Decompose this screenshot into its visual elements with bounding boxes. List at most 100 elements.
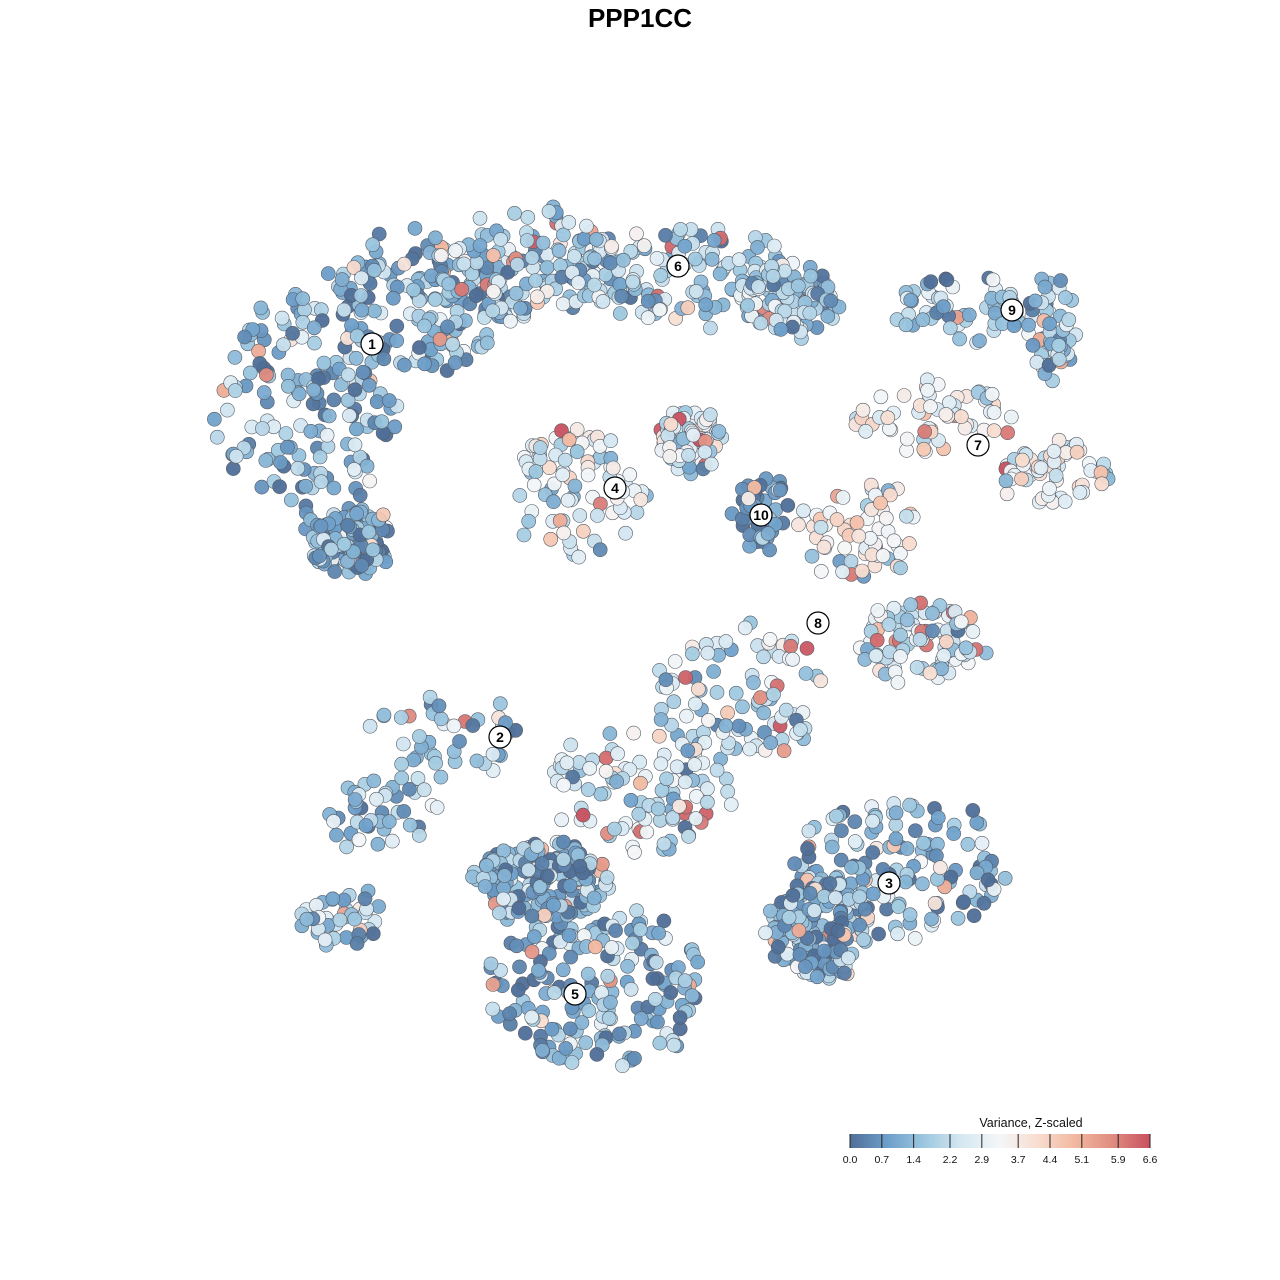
cell-point xyxy=(923,399,938,414)
cluster-label-text: 3 xyxy=(885,875,893,891)
cell-point xyxy=(493,232,509,247)
cell-point xyxy=(886,533,902,549)
cell-point xyxy=(428,755,443,771)
cell-point xyxy=(663,416,679,432)
cell-point xyxy=(873,495,888,511)
cell-point xyxy=(925,606,940,621)
cell-point xyxy=(370,836,386,852)
cell-point xyxy=(1061,312,1077,328)
cell-point xyxy=(347,911,363,927)
cell-point xyxy=(526,477,542,493)
cell-point xyxy=(813,673,829,689)
cell-point xyxy=(1094,476,1110,492)
cell-point xyxy=(854,563,870,579)
cell-point xyxy=(429,800,445,815)
cell-point xyxy=(326,814,341,829)
cell-point xyxy=(653,268,669,283)
cell-point xyxy=(285,325,300,341)
cell-point xyxy=(329,827,344,843)
cell-point xyxy=(681,829,696,844)
cell-point xyxy=(662,449,678,464)
cell-point xyxy=(237,329,252,345)
legend-tick-label: 1.4 xyxy=(906,1154,921,1166)
cell-point xyxy=(562,878,578,894)
cluster-label-7: 7 xyxy=(966,433,990,457)
cluster-label-text: 9 xyxy=(1008,302,1016,318)
cell-point xyxy=(851,528,867,544)
cell-point xyxy=(540,868,555,884)
cell-point xyxy=(632,922,648,937)
cluster-label-badge xyxy=(1000,298,1024,322)
cell-point xyxy=(816,943,832,959)
cell-point xyxy=(393,710,409,725)
cell-point xyxy=(602,726,618,741)
cell-point xyxy=(569,422,585,437)
cell-point xyxy=(411,828,427,843)
cell-point xyxy=(868,648,884,664)
cell-point xyxy=(1000,425,1015,441)
cell-point xyxy=(355,364,371,380)
cell-point xyxy=(720,705,735,721)
cell-point xyxy=(558,1041,574,1056)
cell-point xyxy=(785,651,800,667)
cell-point xyxy=(347,437,363,453)
cell-point xyxy=(666,1037,682,1053)
cell-point xyxy=(486,284,501,299)
cell-point xyxy=(898,874,913,890)
cell-point xyxy=(546,476,562,492)
cell-point xyxy=(636,238,652,253)
cell-point xyxy=(629,903,644,919)
cell-point xyxy=(909,660,925,675)
cell-point xyxy=(366,262,382,278)
legend-tick-label: 3.7 xyxy=(1011,1154,1026,1166)
cell-point xyxy=(999,486,1015,502)
cell-point xyxy=(1003,409,1019,425)
cluster-label-2: 2 xyxy=(488,725,512,749)
cell-point xyxy=(325,891,341,907)
cell-point xyxy=(353,288,369,303)
cell-point xyxy=(579,218,594,234)
cell-point xyxy=(529,289,545,305)
cell-point xyxy=(907,931,923,946)
cell-point xyxy=(319,427,335,443)
cell-point xyxy=(1014,471,1029,487)
cell-point xyxy=(243,365,258,381)
cell-point xyxy=(316,355,332,371)
cell-point xyxy=(720,784,736,799)
cell-point xyxy=(552,513,568,529)
cell-point xyxy=(612,306,628,321)
scatter-points xyxy=(207,199,1116,1073)
cell-point xyxy=(601,1010,617,1026)
cell-point xyxy=(485,303,501,319)
cell-point xyxy=(783,638,799,654)
cell-point xyxy=(581,1003,597,1018)
cell-point xyxy=(554,812,569,828)
cell-point xyxy=(844,859,859,875)
cell-point xyxy=(586,277,602,293)
cell-point xyxy=(547,985,562,1000)
cluster-label-text: 7 xyxy=(974,437,982,453)
cell-point xyxy=(561,215,577,230)
cell-point xyxy=(334,272,350,287)
cell-point xyxy=(799,641,815,656)
cell-point xyxy=(927,895,943,911)
cell-point xyxy=(608,923,623,938)
cell-point xyxy=(402,817,418,833)
cell-point xyxy=(479,335,495,351)
cluster-label-10: 10 xyxy=(749,503,773,527)
cell-point xyxy=(625,274,641,290)
cell-point xyxy=(295,291,311,307)
cell-point xyxy=(820,308,836,324)
cell-point xyxy=(570,275,586,291)
cell-point xyxy=(603,433,619,449)
cell-point xyxy=(677,973,693,989)
cell-point xyxy=(802,305,818,321)
cell-point xyxy=(924,911,939,927)
cell-point xyxy=(925,623,940,639)
cell-point xyxy=(753,315,769,331)
cluster-label-3: 3 xyxy=(877,871,901,895)
cluster-label-9: 9 xyxy=(1000,298,1024,322)
cell-point xyxy=(604,239,619,254)
cell-point xyxy=(347,382,363,398)
cell-point xyxy=(672,1010,688,1025)
